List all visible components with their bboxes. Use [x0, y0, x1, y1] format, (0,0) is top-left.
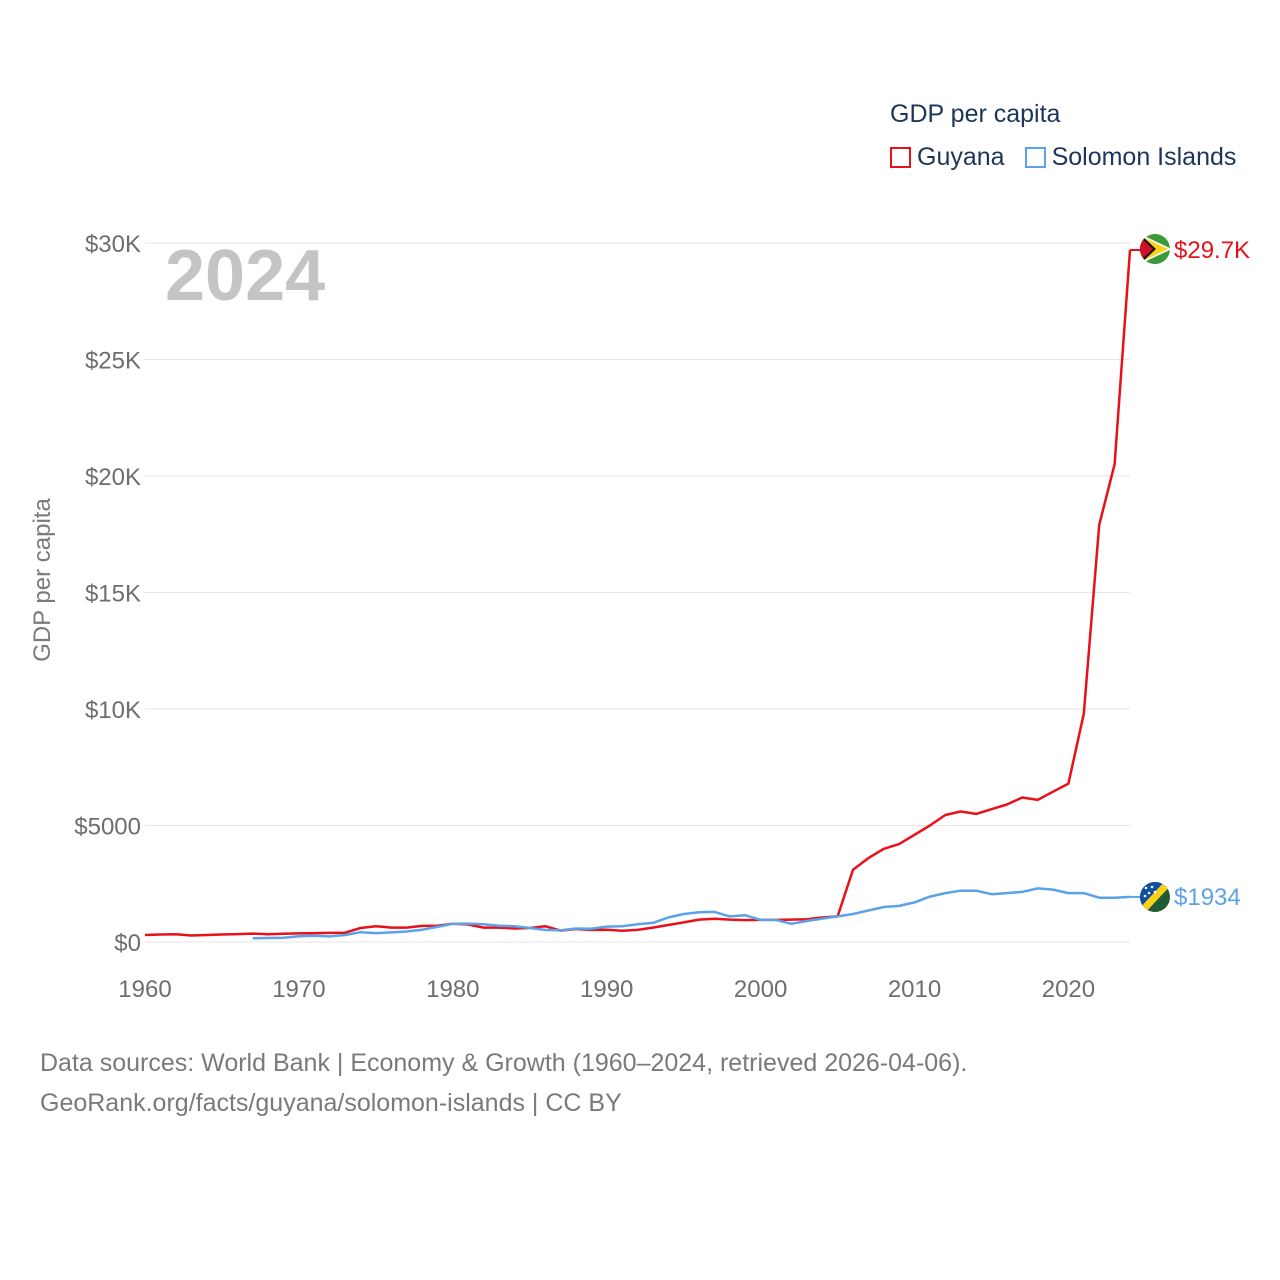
solomon-islands-flag-icon — [1140, 882, 1170, 912]
y-axis-ticks: $0 $5000 $10K $15K $20K $25K $30K — [74, 231, 141, 957]
line-chart: 2024 $0 $5000 $10K $15K $20K $25K $30K 1960 197… — [29, 231, 1250, 1003]
y-tick-label: $10K — [85, 697, 141, 724]
y-tick-label: $25K — [85, 348, 141, 375]
guyana-flag-icon — [1140, 234, 1170, 264]
legend-label-guyana: Guyana — [917, 143, 1005, 171]
series-end-labels: $29.7K $1934 — [1130, 237, 1250, 911]
source-line-2[interactable]: GeoRank.org/facts/guyana/solomon-islands… — [40, 1089, 622, 1117]
end-value-label-solomon-islands: $1934 — [1174, 884, 1241, 911]
series-line-solomon-islands — [252, 887, 1131, 940]
source-note: Data sources: World Bank | Economy & Gro… — [40, 1043, 967, 1123]
x-tick-label: 2020 — [1042, 976, 1095, 1003]
legend-item-guyana[interactable]: Guyana — [890, 143, 1005, 172]
x-tick-label: 1960 — [118, 976, 171, 1003]
x-tick-label: 2000 — [734, 976, 787, 1003]
series-line-guyana — [144, 249, 1132, 937]
y-tick-label: $5000 — [74, 814, 141, 841]
source-line-1: Data sources: World Bank | Economy & Gro… — [40, 1049, 968, 1077]
x-tick-label: 1970 — [272, 976, 325, 1003]
series-lines — [144, 249, 1132, 940]
end-value-label-guyana: $29.7K — [1174, 237, 1250, 264]
y-tick-label: $15K — [85, 581, 141, 608]
x-tick-label: 1980 — [426, 976, 479, 1003]
x-tick-label: 1990 — [580, 976, 633, 1003]
x-axis-ticks: 1960 1970 1980 1990 2000 2010 2020 — [118, 976, 1095, 1003]
y-axis-label: GDP per capita — [29, 498, 56, 662]
y-tick-label: $0 — [114, 930, 141, 957]
x-tick-label: 2010 — [888, 976, 941, 1003]
legend-swatch-solomon-islands — [1024, 147, 1046, 168]
legend-swatch-guyana — [890, 147, 911, 168]
y-tick-label: $30K — [85, 231, 141, 258]
legend-item-solomon-islands[interactable]: Solomon Islands — [1024, 143, 1237, 172]
grid-lines — [145, 242, 1130, 943]
y-tick-label: $20K — [85, 464, 141, 491]
legend-label-solomon-islands: Solomon Islands — [1051, 143, 1237, 171]
legend: Guyana Solomon Islands — [890, 143, 1256, 172]
legend-title: GDP per capita — [890, 100, 1061, 128]
year-label: 2024 — [165, 236, 325, 316]
